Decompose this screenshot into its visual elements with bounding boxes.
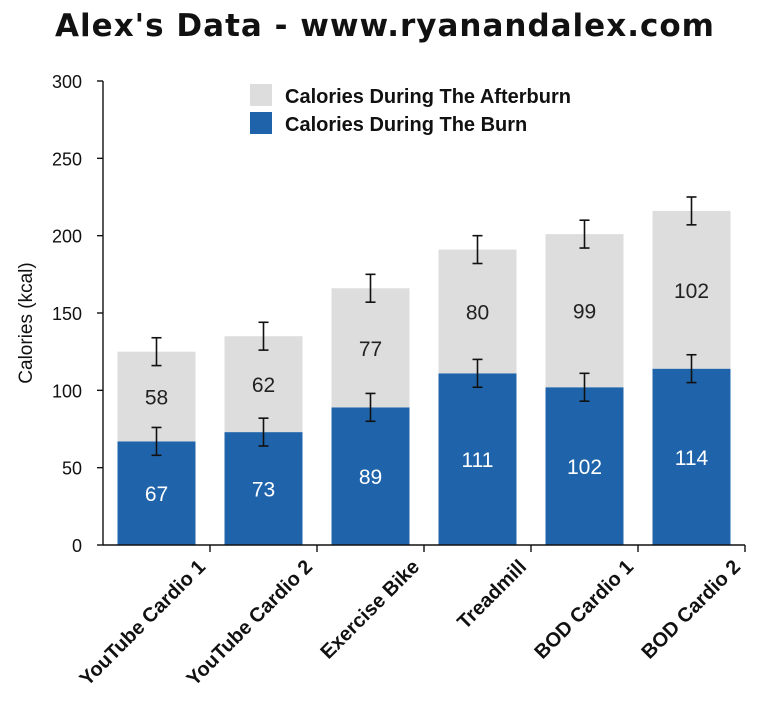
bar-calories-during-the-burn-exercise-bike [331,407,410,545]
legend-swatch-calories-during-the-afterburn [250,84,272,106]
data-label: 111 [462,449,494,472]
y-tick-label: 150 [52,304,82,324]
bar-calories-during-the-afterburn-bod-cardio-1 [545,234,624,388]
legend-label: Calories During The Afterburn [285,86,571,108]
data-label: 62 [252,374,275,397]
bar-calories-during-the-afterburn-treadmill [438,249,517,374]
bar-calories-during-the-burn-youtube-cardio-1 [117,441,196,545]
chart-title: Alex's Data - www.ryanandalex.com [55,8,715,44]
legend-label: Calories During The Burn [285,114,527,136]
y-tick-label: 100 [52,381,82,401]
bar-calories-during-the-afterburn-youtube-cardio-1 [117,351,196,442]
y-tick-label: 50 [62,459,82,479]
legend-swatch-calories-during-the-burn [250,112,272,134]
data-label: 114 [675,447,709,470]
data-label: 58 [145,387,168,410]
bar-calories-during-the-burn-treadmill [438,373,517,545]
bar-calories-during-the-burn-bod-cardio-2 [652,368,731,545]
bar-calories-during-the-afterburn-exercise-bike [331,288,410,408]
data-label: 77 [359,338,382,361]
bar-calories-during-the-burn-bod-cardio-1 [545,387,624,545]
data-label: 102 [674,280,709,303]
bar-calories-during-the-afterburn-bod-cardio-2 [652,210,731,369]
y-tick-label: 250 [52,149,82,169]
y-tick-label: 300 [52,72,82,92]
y-tick-label: 0 [72,536,82,556]
bar-calories-during-the-afterburn-youtube-cardio-2 [224,336,303,433]
data-label: 73 [252,479,275,502]
x-tick-label: BOD Cardio 1 [531,556,639,664]
y-tick-label: 200 [52,227,82,247]
y-axis-label: Calories (kcal) [16,262,37,383]
data-label: 89 [359,466,382,489]
data-label: 67 [145,483,168,506]
x-tick-label: BOD Cardio 2 [638,556,746,664]
bar-calories-during-the-burn-youtube-cardio-2 [224,432,303,545]
x-tick-label: Exercise Bike [316,556,424,664]
data-label: 102 [567,456,602,479]
x-tick-label: Treadmill [453,556,531,634]
data-label: 99 [573,301,596,324]
data-label: 80 [466,301,489,324]
